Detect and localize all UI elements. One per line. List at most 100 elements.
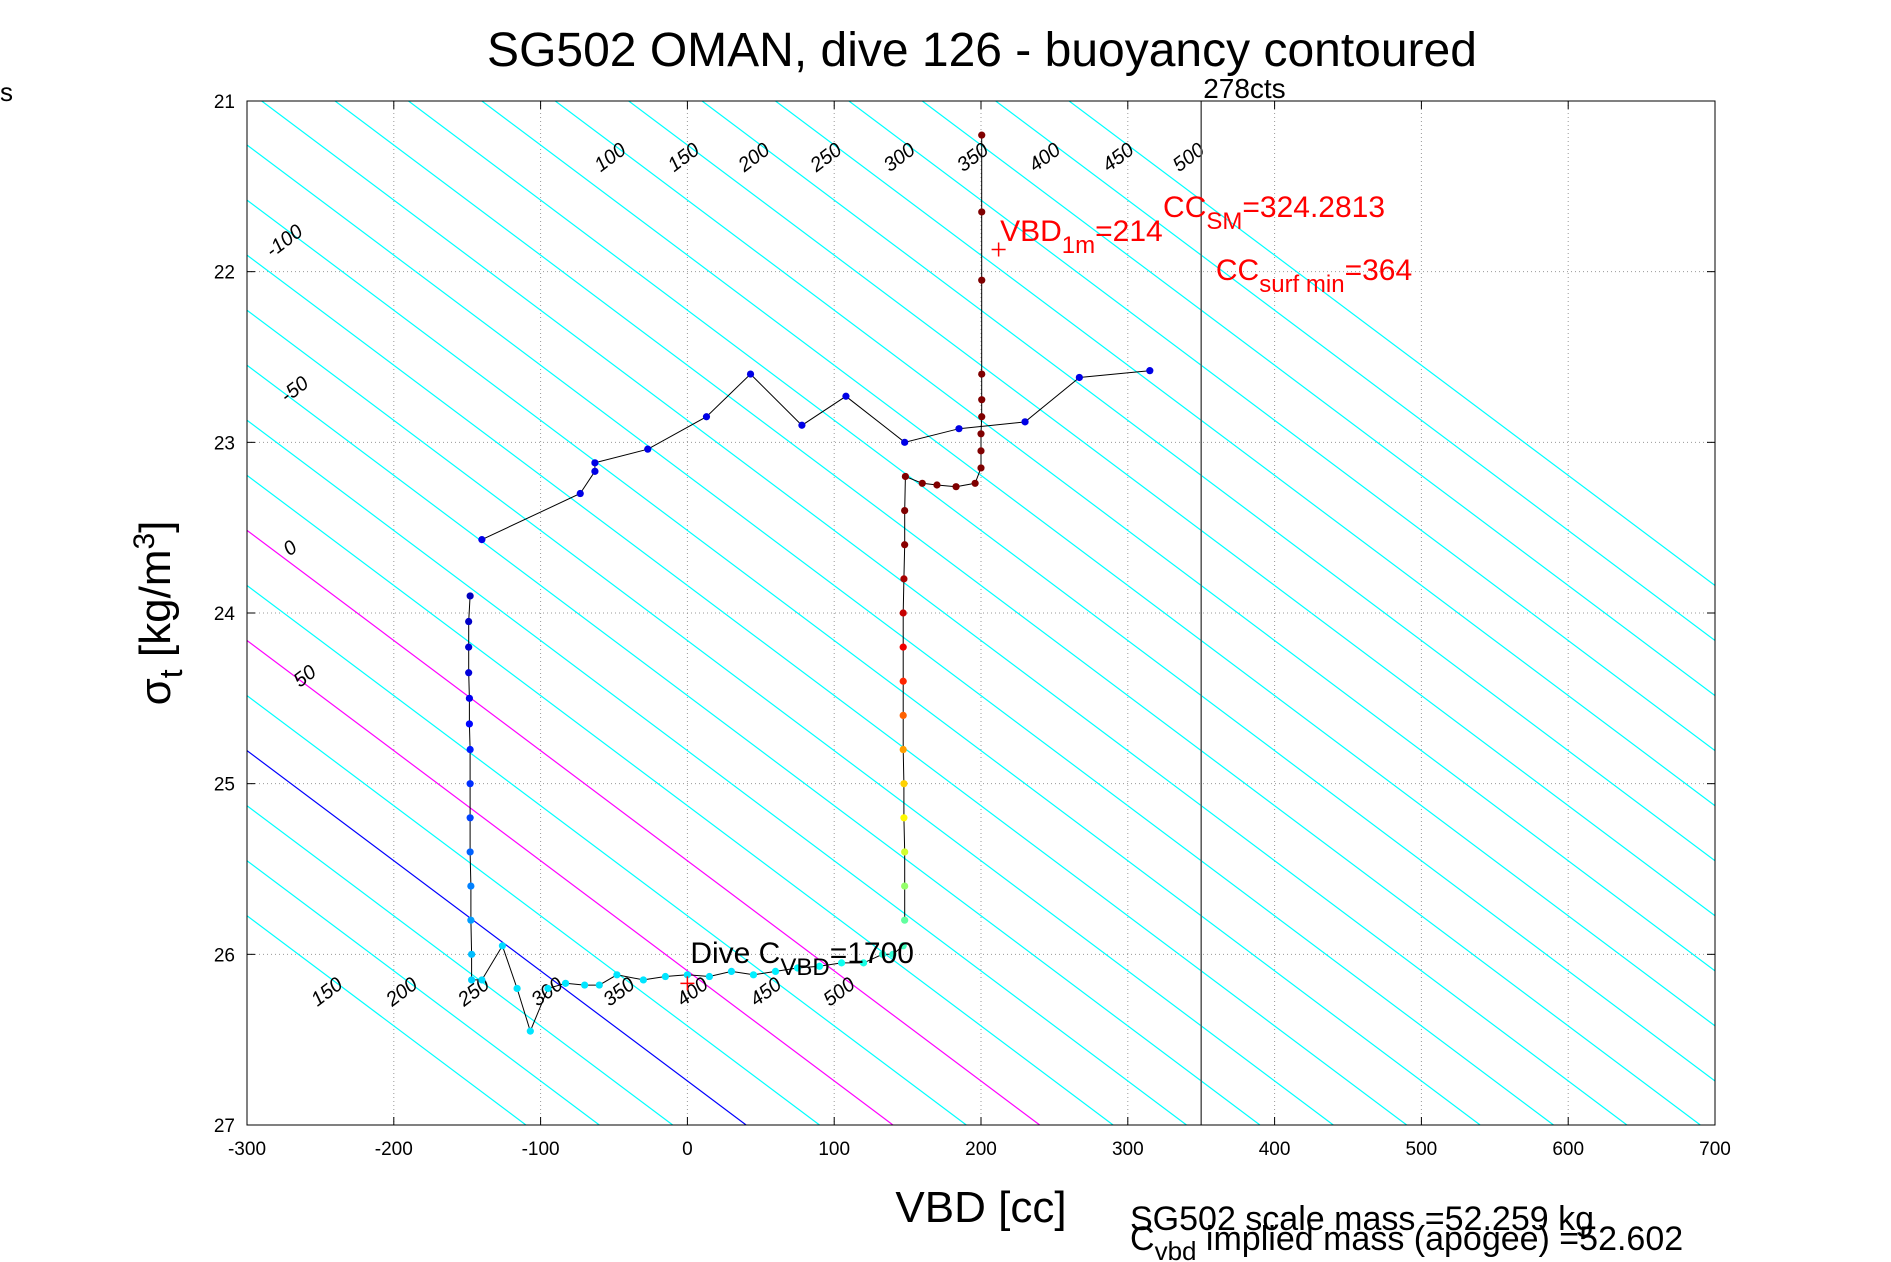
series-point-dive — [837, 959, 846, 967]
footer-implied-mass-main: C — [1130, 1220, 1155, 1258]
contour-line — [247, 199, 1481, 1125]
contour-line — [848, 101, 1715, 752]
x-tick-label: 400 — [1259, 1139, 1291, 1160]
series-point-dive — [879, 950, 887, 958]
series-point-dive — [498, 942, 507, 950]
series-point-climb-surface — [798, 421, 806, 429]
x-tick-label: 600 — [1552, 1139, 1584, 1160]
annotation-sub: VBD — [780, 954, 829, 981]
series-point-dive — [466, 814, 474, 822]
y-axis-label-unit-b: ] — [131, 521, 180, 533]
series-point-climb-surface — [591, 467, 599, 475]
series-point-dive — [771, 967, 780, 976]
annotation-rest: =364 — [1345, 254, 1413, 287]
series-point-climb — [899, 677, 907, 685]
x-tick-label: -200 — [375, 1139, 413, 1160]
series-point-climb-surface — [1075, 373, 1083, 382]
series-point-climb-surface — [746, 370, 755, 378]
series-point-climb — [899, 745, 907, 754]
contour-line — [408, 101, 1715, 1082]
annotation-sub: surf min — [1259, 271, 1344, 298]
contour-line — [995, 101, 1715, 642]
contour-line — [247, 694, 820, 1125]
annotation-main: CC — [1163, 191, 1206, 224]
series-point-climb — [933, 481, 941, 489]
series-point-dive — [526, 1027, 534, 1035]
series-point-climb-surface — [1021, 418, 1029, 426]
x-tick-label: 700 — [1699, 1139, 1731, 1160]
x-tick-label: 200 — [965, 1139, 997, 1160]
contour-line — [628, 101, 1715, 917]
series-point-climb — [978, 276, 986, 284]
y-tick-label: 21 — [214, 92, 235, 113]
annotation-main: VBD — [1000, 215, 1062, 248]
series-point-dive — [478, 976, 486, 984]
series-point-dive — [466, 848, 474, 856]
series-point-dive — [466, 592, 474, 600]
annotation: VBD1m=214 — [1000, 215, 1163, 259]
series-point-dive — [683, 971, 692, 979]
contour-line — [247, 804, 674, 1125]
series-point-dive — [705, 972, 714, 981]
annotation-rest: =1700 — [830, 937, 914, 970]
annotation-main: CC — [1216, 254, 1259, 287]
series-point-dive — [727, 967, 736, 976]
series-point-climb — [971, 479, 979, 487]
contour-line — [247, 529, 1041, 1125]
footer-implied-mass: Cvbd implied mass (apogee) =52.602 — [1130, 1220, 1683, 1262]
contour-line — [247, 584, 967, 1125]
series-point-dive — [899, 942, 907, 950]
contour-line — [247, 309, 1334, 1125]
series-point-dive — [581, 981, 589, 989]
series-point-dive — [561, 979, 570, 987]
contour-line — [247, 915, 527, 1125]
y-axis-label-unit-sup: 3 — [128, 533, 161, 550]
footer-scale-mass: SG502 scale mass =52.259 kg — [1130, 1200, 1594, 1238]
contour-line — [247, 419, 1187, 1125]
series-point-climb — [978, 413, 986, 421]
y-tick-label: 23 — [214, 433, 235, 454]
series-point-dive — [613, 971, 621, 979]
markers — [680, 242, 1006, 991]
y-tick-label: 22 — [214, 263, 235, 284]
series-point-climb — [899, 711, 907, 720]
y-axis-label: σt [kg/m3] — [128, 521, 189, 706]
series-point-dive — [749, 971, 758, 979]
y-tick-label: 24 — [214, 604, 236, 625]
annotation-sub: SM — [1206, 208, 1242, 235]
x-tick-label: 100 — [818, 1139, 850, 1160]
series-point-dive — [793, 964, 802, 972]
series-point-dive — [889, 950, 897, 958]
series-point-climb — [978, 208, 986, 216]
series-point-climb — [900, 780, 908, 788]
x-axis-ticks: -300 -200 -100 0 100 200 300 400 500 600 700 — [228, 101, 1731, 1160]
contour-line — [701, 101, 1715, 862]
contour-line — [247, 749, 747, 1125]
series-point-dive — [859, 959, 868, 967]
series-point-climb — [918, 479, 926, 487]
series-point-climb-surface — [591, 459, 599, 467]
contour-line — [1068, 101, 1715, 587]
series-point-climb — [899, 643, 907, 651]
series-point-climb-surface — [842, 392, 850, 400]
contour-line — [247, 639, 894, 1125]
contour-line — [261, 101, 1628, 1125]
series-point-climb — [977, 447, 985, 455]
series-point-climb — [952, 483, 960, 491]
contour-line — [247, 364, 1261, 1125]
series-point-climb — [900, 814, 908, 822]
series-point-climb — [901, 541, 909, 549]
x-tick-label: 0 — [682, 1139, 693, 1160]
series-point-dive — [465, 669, 473, 677]
y-axis-label-main: σ — [131, 678, 180, 705]
series-point-climb — [900, 575, 908, 583]
series-point-dive — [465, 643, 473, 651]
series-point-dive — [465, 720, 474, 728]
grid — [247, 101, 1715, 1125]
series-point-dive — [639, 976, 647, 984]
contour-line — [775, 101, 1715, 807]
series-point-climb — [901, 882, 909, 890]
plus-marker — [680, 976, 695, 991]
y-axis-ticks: 21 22 23 24 25 26 27 — [214, 92, 1715, 1137]
